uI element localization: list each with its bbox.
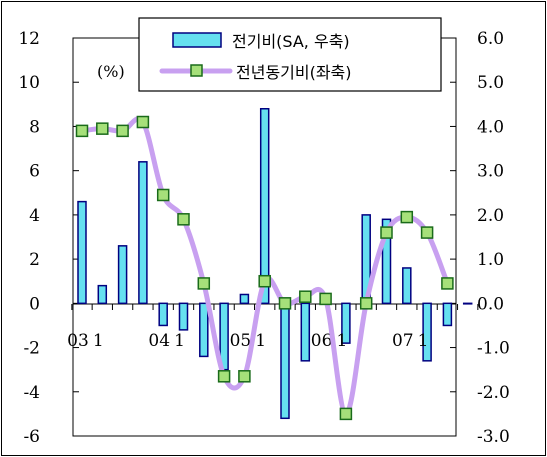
legend-label-bar: 전기비(SA, 우축) xyxy=(232,32,350,51)
yoy-marker xyxy=(258,274,271,288)
x-axis-tick-label: 07 xyxy=(392,331,414,351)
bar xyxy=(199,302,209,358)
bar xyxy=(97,284,108,305)
x-axis-tick-label: 05 xyxy=(230,331,252,351)
left-axis-tick-label: 0 xyxy=(29,294,40,314)
yoy-marker xyxy=(380,226,393,239)
yoy-marker xyxy=(339,407,353,421)
x-axis-tick-label: 03 xyxy=(67,331,89,351)
legend-box xyxy=(138,17,442,92)
legend-marker-swatch xyxy=(190,64,203,77)
left-axis-tick-label: -2 xyxy=(23,339,40,359)
left-axis-tick-label: -6 xyxy=(23,427,40,447)
bar xyxy=(158,302,168,327)
yoy-marker xyxy=(441,277,454,290)
yoy-marker xyxy=(197,277,211,290)
left-axis-tick-label: 12 xyxy=(18,29,40,49)
right-axis-tick-label: 6.0 xyxy=(477,29,504,49)
right-axis-tick-label: 0.0 xyxy=(477,294,504,314)
left-axis-tick-label: 8 xyxy=(29,117,40,137)
bar xyxy=(341,302,351,344)
bar xyxy=(138,161,148,305)
x-axis-tick-label: 04 xyxy=(148,331,170,351)
bar xyxy=(402,267,412,305)
yoy-marker xyxy=(420,226,434,239)
right-axis-tick-label: 3.0 xyxy=(477,162,504,182)
right-axis-tick-label: -2.0 xyxy=(477,383,510,403)
yoy-marker xyxy=(359,297,373,310)
bar xyxy=(259,108,270,305)
legend-bar-swatch xyxy=(172,32,222,48)
right-axis-tick-label: 5.0 xyxy=(477,73,504,93)
bar xyxy=(300,302,311,362)
x-axis-tick-label: 1 xyxy=(418,331,429,351)
yoy-marker xyxy=(136,115,150,129)
left-axis-tick-label: 10 xyxy=(18,73,40,93)
yoy-marker xyxy=(156,188,170,202)
yoy-marker xyxy=(177,213,190,226)
legend-label-line: 전년동기비(좌축) xyxy=(236,63,352,82)
yoy-marker xyxy=(319,292,332,306)
right-axis-tick-label: 4.0 xyxy=(477,117,504,137)
x-axis-tick-label: 1 xyxy=(255,331,266,351)
yoy-marker xyxy=(238,370,251,383)
yoy-marker xyxy=(400,210,414,224)
left-axis-tick-label: 6 xyxy=(29,162,40,182)
x-axis-tick-label: 1 xyxy=(336,331,347,351)
bar xyxy=(422,302,432,362)
left-axis-tick-label: -4 xyxy=(23,383,40,403)
yoy-marker xyxy=(217,370,231,383)
yoy-marker xyxy=(75,124,89,138)
yoy-marker xyxy=(278,297,292,310)
x-axis-tick-label: 1 xyxy=(93,331,104,351)
yoy-marker xyxy=(116,124,129,138)
left-axis-unit-label: (%) xyxy=(97,62,125,81)
left-axis-tick-label: 4 xyxy=(29,206,40,226)
bar xyxy=(239,293,250,305)
right-axis-tick-label: -1.0 xyxy=(477,339,510,359)
yoy-marker xyxy=(299,290,312,303)
right-axis-tick-label: -3.0 xyxy=(477,427,510,447)
bar xyxy=(77,200,87,305)
bar xyxy=(442,302,453,327)
bar xyxy=(381,218,392,305)
yoy-marker xyxy=(96,122,109,135)
bar xyxy=(280,302,290,420)
x-axis-tick-label: 06 xyxy=(311,331,333,351)
bar xyxy=(117,245,128,305)
bar xyxy=(178,302,189,331)
x-axis-tick-label: 1 xyxy=(174,331,185,351)
right-axis-tick-label: 1.0 xyxy=(477,250,504,270)
left-axis-tick-label: 2 xyxy=(29,250,40,270)
right-axis-tick-label: 2.0 xyxy=(477,206,504,226)
bar xyxy=(462,302,473,305)
